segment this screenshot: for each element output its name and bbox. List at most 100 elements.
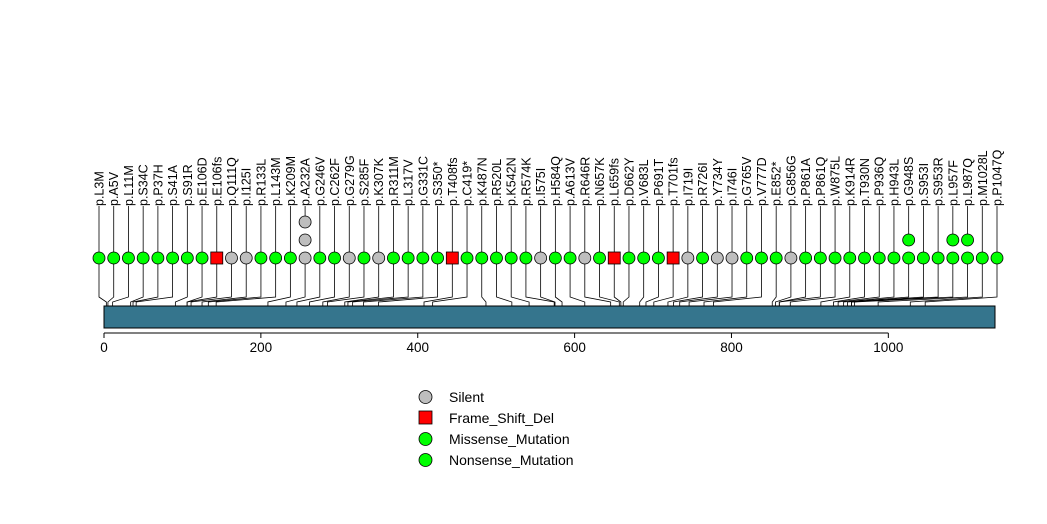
- mutation-label: p.R311M: [387, 156, 401, 206]
- mutation-label: p.P691T: [652, 158, 666, 206]
- x-tick-label: 200: [250, 340, 273, 355]
- mutation-label: p.T701fs: [667, 157, 681, 206]
- mutation-marker-missense-mutation: [755, 251, 768, 265]
- mutation-label: p.L11M: [122, 165, 136, 206]
- mutation-label: p.C262F: [328, 158, 342, 206]
- mutation-marker-missense-mutation: [328, 251, 341, 265]
- mutation-label: p.S41A: [166, 164, 180, 206]
- mutation-marker-missense-mutation: [813, 251, 827, 265]
- mutation-marker-missense-mutation: [357, 251, 371, 265]
- mutation-marker-missense-mutation: [313, 251, 327, 265]
- mutation-marker-silent: [578, 251, 592, 265]
- mutation-label: p.S953R: [932, 157, 946, 206]
- mutation-marker-missense-mutation: [387, 251, 400, 265]
- mutation-label: p.M1028L: [976, 150, 990, 206]
- mutation-marker-frameshift: [666, 251, 680, 265]
- mutation-label: p.A613V: [564, 157, 578, 206]
- mutation-marker-missense-mutation: [799, 251, 813, 265]
- mutation-marker-missense-mutation: [166, 251, 180, 265]
- mutation-marker-missense-mutation: [652, 251, 665, 265]
- legend-label: Missense_Mutation: [449, 431, 570, 447]
- x-tick-label: 800: [720, 340, 743, 355]
- mutation-marker-missense-mutation: [990, 251, 1004, 265]
- mutation-marker-missense-mutation: [975, 251, 989, 265]
- mutation-label: p.R520L: [490, 159, 504, 206]
- legend: Silent Frame_Shift_Del Missense_Mutation No…: [418, 389, 574, 468]
- mutation-marker-silent: [239, 251, 253, 265]
- mutation-marker-silent: [784, 251, 798, 265]
- mutation-label: p.P861Q: [814, 156, 828, 206]
- mutation-label: p.N657K: [593, 157, 607, 206]
- mutation-marker-missense-mutation: [931, 251, 945, 265]
- mutation-label: p.E852*: [770, 161, 784, 206]
- mutation-marker-silent: [681, 251, 695, 265]
- mutation-label: p.S34C: [137, 164, 151, 206]
- mutation-label: p.E106D: [196, 157, 210, 206]
- mutation-label: p.G279G: [343, 155, 357, 206]
- mutation-label: p.L987Q: [961, 158, 975, 206]
- mutation-marker-missense-mutation: [887, 251, 901, 265]
- mutation-label: p.S953I: [917, 163, 931, 206]
- mutation-marker-missense-mutation: [946, 251, 960, 265]
- mutation-label: p.K209M: [284, 156, 298, 206]
- mutation-label: p.K914R: [843, 157, 857, 206]
- mutation-label: p.E106fs: [210, 157, 224, 206]
- mutation-label: p.R574K: [519, 157, 533, 206]
- mutation-marker-missense-mutation: [283, 251, 297, 265]
- mutation-marker-nonsense-mutation: [431, 251, 444, 265]
- mutation-label: p.G765V: [740, 156, 754, 206]
- mutation-marker-silent: [534, 251, 548, 265]
- mutation-label: p.C419*: [461, 161, 475, 206]
- legend-swatch: [418, 453, 433, 467]
- mutation-label: p.G331C: [416, 156, 430, 206]
- mutation-label: p.R133L: [254, 159, 268, 206]
- mutation-marker-nonsense-mutation: [460, 251, 474, 265]
- mutation-marker-missense-mutation: [92, 251, 106, 265]
- mutation-marker-missense-mutation: [122, 251, 135, 265]
- mutation-marker-missense-mutation: [563, 251, 577, 265]
- mutation-label: p.L659fs: [608, 158, 622, 206]
- legend-label: Frame_Shift_Del: [449, 410, 554, 426]
- mutation-label: p.G246V: [313, 156, 327, 206]
- mutation-label: p.P936Q: [873, 156, 887, 206]
- mutation-label: p.S91R: [181, 164, 195, 206]
- mutation-marker-silent: [225, 251, 238, 265]
- x-tick-label: 400: [406, 340, 429, 355]
- mutation-marker-silent: [298, 215, 312, 229]
- mutation-marker-missense-mutation: [195, 251, 209, 265]
- mutation-label: p.S285F: [357, 158, 371, 206]
- mutation-label: p.K542N: [505, 157, 519, 206]
- mutation-marker-missense-mutation: [622, 251, 636, 265]
- legend-label: Nonsense_Mutation: [449, 452, 574, 468]
- mutation-marker-missense-mutation: [740, 251, 754, 265]
- mutation-marker-missense-mutation: [504, 251, 518, 265]
- mutation-marker-nonsense-mutation: [769, 251, 783, 265]
- legend-label: Silent: [449, 389, 484, 405]
- mutation-label: p.H584Q: [549, 156, 563, 206]
- mutation-marker-silent: [372, 251, 386, 265]
- mutation-marker-frameshift: [210, 251, 224, 265]
- mutation-label: p.I575I: [534, 168, 548, 206]
- legend-swatch: [418, 432, 433, 446]
- mutation-marker-silent: [298, 251, 312, 265]
- mutation-label: p.K307K: [372, 157, 386, 206]
- mutation-marker-missense-mutation: [961, 233, 974, 247]
- mutation-marker-missense-mutation: [593, 251, 606, 265]
- mutation-marker-silent: [725, 251, 739, 265]
- x-axis: 0 200 400 600 800 1000: [100, 332, 903, 355]
- protein-domain-bar: [103, 305, 996, 329]
- mutation-marker-frameshift: [607, 251, 621, 265]
- mutation-marker-missense-mutation: [180, 251, 194, 265]
- mutation-label: p.L317V: [402, 159, 416, 206]
- mutation-marker-missense-mutation: [872, 251, 886, 265]
- mutation-label: p.H943L: [887, 159, 901, 206]
- mutation-marker-missense-mutation: [916, 251, 930, 265]
- mutation-marker-missense-mutation: [107, 251, 121, 265]
- mutation-label: p.P37H: [151, 164, 165, 206]
- protein-bar: [103, 305, 996, 329]
- mutation-label: p.G856G: [784, 155, 798, 206]
- mutation-marker-missense-mutation: [254, 251, 268, 265]
- mutation-marker-missense-mutation: [902, 251, 916, 265]
- mutation-label: p.D662Y: [622, 157, 636, 206]
